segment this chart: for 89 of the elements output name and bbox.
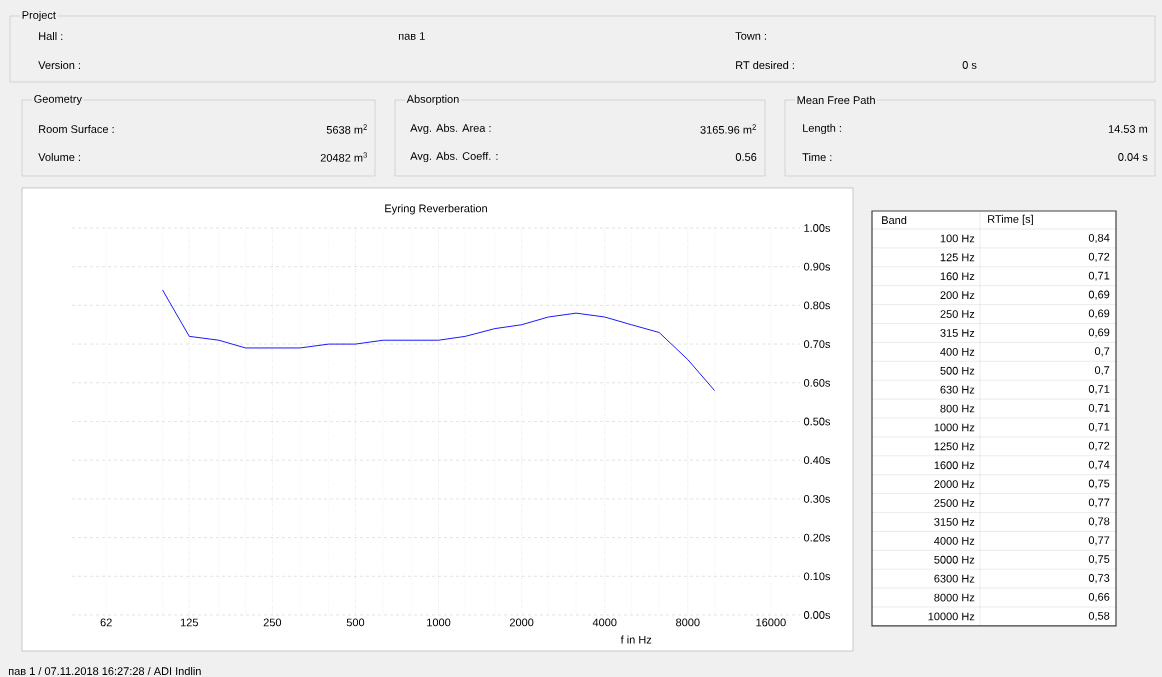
y-tick-label: 0.90s bbox=[803, 262, 831, 271]
text: Band bbox=[882, 215, 907, 225]
text: 400 Hz bbox=[940, 347, 975, 356]
text: 0,71 bbox=[1088, 271, 1110, 281]
text: 0,74 bbox=[1088, 460, 1110, 470]
text: 1000 Hz bbox=[934, 423, 975, 432]
text: 1250 Hz bbox=[934, 442, 975, 451]
text: 0,75 bbox=[1088, 479, 1110, 489]
x-tick-label: 125 bbox=[180, 618, 198, 627]
text: 5638 m$^{2}$ bbox=[326, 124, 367, 134]
text: 0,7 bbox=[1094, 366, 1110, 376]
text: Town : bbox=[735, 32, 766, 40]
text: RTime [s] bbox=[988, 214, 1033, 226]
text: Hall : bbox=[39, 31, 63, 41]
text: 8000 Hz bbox=[934, 593, 975, 602]
text: 0,71 bbox=[1088, 385, 1110, 395]
text: Version : bbox=[38, 60, 80, 70]
text: пав 1 bbox=[398, 32, 425, 40]
y-tick-label: 0.50s bbox=[803, 417, 831, 426]
text: 250 Hz bbox=[940, 310, 975, 318]
text: 160 Hz bbox=[940, 272, 975, 281]
text: 1600 Hz bbox=[934, 461, 975, 470]
text: 0,84 bbox=[1088, 233, 1110, 243]
y-tick-label: 0.30s bbox=[803, 495, 831, 503]
text: RT desired : bbox=[736, 60, 794, 70]
text: 0,69 bbox=[1088, 328, 1110, 338]
text: 125 Hz bbox=[940, 253, 975, 262]
text: 0,66 bbox=[1088, 593, 1110, 603]
text: 0,72 bbox=[1088, 252, 1110, 262]
y-tick-label: 0.00s bbox=[803, 611, 831, 619]
text: 0,75 bbox=[1088, 555, 1110, 565]
text: 0,77 bbox=[1088, 536, 1110, 546]
text: Time : bbox=[802, 152, 832, 162]
x-tick-label: 250 bbox=[263, 618, 282, 627]
text: 315 Hz bbox=[940, 329, 975, 337]
text: 0.04 s bbox=[1118, 153, 1148, 161]
y-tick-label: 0.10s bbox=[803, 572, 831, 581]
text: Length : bbox=[803, 123, 841, 135]
text: Avg. Abs. Area : bbox=[410, 123, 491, 135]
text: Room Surface : bbox=[39, 124, 114, 134]
x-tick-label: 16000 bbox=[756, 618, 786, 627]
text: Mean Free Path bbox=[797, 95, 875, 105]
text: 0,69 bbox=[1088, 290, 1110, 300]
text: 2000 Hz bbox=[934, 480, 975, 489]
text: 0,77 bbox=[1088, 498, 1110, 508]
text: 0,71 bbox=[1088, 404, 1110, 414]
x-axis-title: f in Hz bbox=[620, 635, 652, 644]
text: 0,69 bbox=[1088, 309, 1110, 319]
text: 6300 Hz bbox=[934, 574, 975, 583]
text: 630 Hz bbox=[940, 385, 975, 394]
text: Project bbox=[22, 10, 56, 22]
text: 0,7 bbox=[1094, 347, 1110, 357]
text: Avg. Abs. Coeff. : bbox=[410, 151, 498, 163]
text: 200 Hz bbox=[940, 291, 975, 300]
y-tick-label: 0.70s bbox=[803, 340, 831, 348]
y-tick-label: 0.40s bbox=[803, 456, 831, 465]
text: 100 Hz bbox=[940, 234, 975, 243]
text: 800 Hz bbox=[940, 404, 975, 413]
text: 10000 Hz bbox=[928, 612, 975, 621]
text: 14.53 m bbox=[1108, 125, 1148, 133]
text: 20482 m$^{3}$ bbox=[320, 152, 367, 162]
y-tick-label: 0.80s bbox=[803, 301, 831, 310]
x-tick-label: 2000 bbox=[509, 618, 534, 627]
text: 0,71 bbox=[1088, 422, 1110, 432]
text: 2500 Hz bbox=[934, 499, 975, 507]
y-tick-label: 0.60s bbox=[803, 378, 831, 387]
text: 5000 Hz bbox=[934, 555, 975, 564]
text: 0,58 bbox=[1088, 611, 1110, 621]
x-tick-label: 4000 bbox=[592, 618, 617, 627]
text: Volume : bbox=[38, 152, 80, 162]
text: 500 Hz bbox=[940, 366, 975, 375]
x-tick-label: 8000 bbox=[676, 618, 700, 627]
x-tick-label: 62 bbox=[100, 618, 112, 627]
text: 0,73 bbox=[1088, 574, 1110, 584]
text: Absorption bbox=[406, 94, 459, 106]
text: 0,78 bbox=[1088, 517, 1110, 527]
text: 0.56 bbox=[735, 153, 757, 161]
text: 3165.96 m$^{2}$ bbox=[700, 124, 756, 134]
text: 3150 Hz bbox=[934, 518, 975, 526]
chart-title: Eyring Reverberation bbox=[385, 204, 487, 215]
text: 0,72 bbox=[1088, 441, 1110, 451]
y-tick-label: 0.20s bbox=[803, 533, 831, 542]
text: 0 s bbox=[962, 61, 977, 69]
y-tick-label: 1.00s bbox=[804, 224, 831, 232]
text: пав 1 / 07.11.2018 16:27:28 / ADI Indlin bbox=[8, 666, 201, 676]
x-tick-label: 1000 bbox=[427, 618, 451, 627]
x-tick-label: 500 bbox=[346, 618, 365, 627]
text: Geometry bbox=[34, 95, 82, 105]
text: 4000 Hz bbox=[934, 536, 975, 545]
